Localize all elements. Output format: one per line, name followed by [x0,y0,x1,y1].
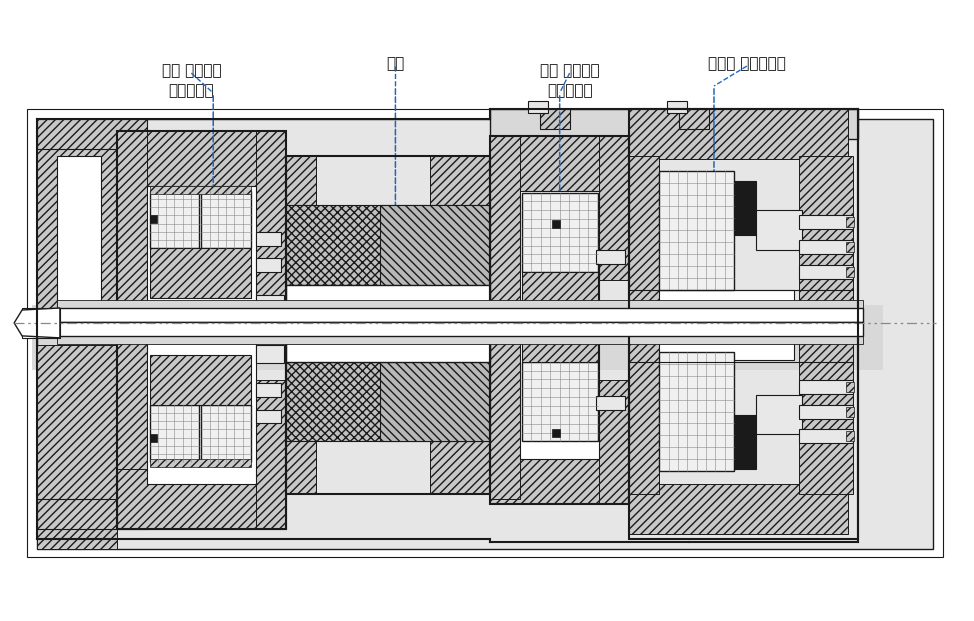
Bar [799,404,853,419]
Bar [490,136,629,504]
Text: 모터: 모터 [387,56,404,71]
Bar [56,336,863,344]
Bar [256,379,286,529]
Bar [286,156,316,206]
Bar [27,109,943,557]
Bar [799,156,853,494]
Bar [522,362,597,442]
Bar [286,315,490,362]
Bar [286,362,490,442]
Bar [202,404,251,462]
Bar [756,211,802,250]
Bar [256,410,281,424]
Bar [146,186,256,484]
Bar [659,290,794,360]
Bar [150,460,251,467]
Bar [599,136,629,280]
Bar [799,430,853,443]
Bar [381,362,490,442]
Bar [150,191,200,248]
Bar [522,272,597,314]
Bar [37,119,933,549]
Bar [799,215,853,229]
Bar [56,156,100,323]
Text: 축방향 자기베어링: 축방향 자기베어링 [708,56,786,71]
Bar [659,171,733,290]
Bar [799,379,853,394]
Bar [490,136,629,191]
Bar [286,156,490,494]
Bar [846,242,854,252]
Bar [32,305,883,369]
Polygon shape [15,308,60,338]
Text: 하부 반경방향
자기베어링: 하부 반경방향 자기베어링 [540,63,599,98]
Bar [37,499,146,529]
Bar [56,308,863,322]
Bar [256,232,281,247]
Bar [799,265,853,279]
Bar [490,455,629,504]
Bar [846,217,854,227]
Bar [256,295,283,313]
Bar [629,109,848,159]
Bar [56,322,863,336]
Bar [150,215,158,224]
Bar [202,191,251,248]
Bar [629,109,858,539]
Bar [286,435,316,494]
Bar [37,119,933,549]
Bar [595,250,625,264]
Bar [431,435,490,494]
Bar [490,136,520,499]
Bar [629,484,848,534]
Bar [256,131,286,300]
Bar [551,220,560,229]
Bar [117,131,146,469]
Bar [733,415,756,469]
Bar [522,193,597,272]
Bar [551,430,560,437]
Bar [528,101,547,113]
Bar [117,131,286,529]
Bar [520,191,599,460]
Bar [846,382,854,392]
Text: 상부 반경방향
자기베어링: 상부 반경방향 자기베어링 [162,63,221,98]
Bar [667,101,687,113]
Bar [37,119,117,318]
Bar [679,109,709,129]
Bar [381,206,490,285]
Bar [629,156,659,494]
Bar [799,240,853,254]
Bar [37,345,117,549]
Bar [37,119,146,148]
Bar [286,206,490,285]
Bar [256,345,283,363]
Bar [733,181,756,235]
Bar [150,404,200,462]
Bar [846,267,854,277]
Bar [286,285,490,315]
Bar [56,300,863,308]
Bar [117,460,286,529]
Bar [256,383,281,397]
Bar [522,316,597,362]
Bar [431,156,490,206]
Bar [150,248,251,298]
Bar [150,186,251,194]
Bar [22,308,60,338]
Bar [150,435,158,442]
Bar [659,352,733,471]
Bar [540,109,570,129]
Bar [490,109,858,138]
Bar [595,396,625,410]
Bar [756,394,802,435]
Bar [846,407,854,417]
Bar [599,379,629,504]
Bar [846,432,854,442]
Bar [117,131,286,191]
Bar [150,355,251,404]
Bar [256,258,281,272]
